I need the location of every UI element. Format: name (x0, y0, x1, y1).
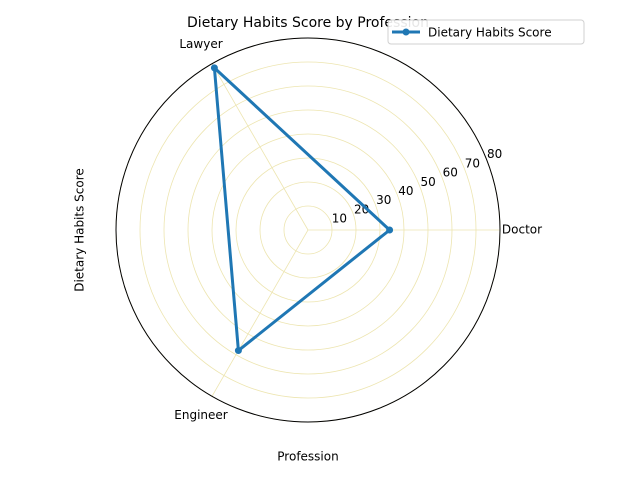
outer-frame (115, 37, 501, 423)
legend-box (387, 19, 585, 45)
r-tick-label: 70 (465, 156, 480, 170)
chart-title: Dietary Habits Score by Profession (187, 15, 429, 31)
r-tick-label: 50 (420, 175, 435, 189)
series-marker (234, 347, 242, 355)
legend-label: Dietary Habits Score (428, 26, 552, 40)
series-line (212, 64, 392, 354)
category-label: Doctor (502, 223, 542, 237)
spoke (211, 229, 309, 397)
r-tick-label: 80 (487, 147, 502, 161)
series-marker (210, 64, 218, 72)
category-label: Lawyer (179, 37, 222, 51)
spoke (211, 63, 309, 231)
r-tick-label: 60 (443, 166, 458, 180)
r-tick-label: 30 (376, 193, 391, 207)
legend-marker (402, 28, 410, 36)
series-marker (386, 226, 394, 234)
x-axis-label: Profession (277, 450, 338, 464)
r-tick-label: 10 (332, 211, 347, 225)
r-tick-label: 40 (398, 184, 413, 198)
y-axis-label: Dietary Habits Score (73, 168, 87, 292)
category-label: Engineer (174, 408, 228, 422)
